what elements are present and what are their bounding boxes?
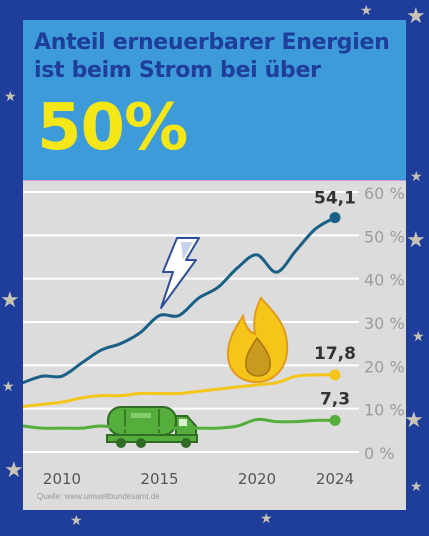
chart-series [23, 212, 341, 430]
heat-series-line [23, 373, 337, 408]
star-decoration: ★ [70, 513, 83, 529]
x-tick-label: 2015 [140, 470, 178, 488]
star-decoration: ★ [410, 169, 423, 185]
y-tick-label: 20 % [364, 357, 405, 376]
star-decoration: ★ [0, 288, 20, 313]
series-end-label: 54,1 [314, 189, 356, 209]
y-tick-label: 60 % [364, 184, 405, 203]
chart-grid [23, 191, 359, 453]
series-end-label: 17,8 [314, 344, 356, 364]
star-decoration: ★ [260, 511, 273, 527]
star-decoration: ★ [406, 228, 426, 253]
big-value: 50% [37, 91, 188, 165]
series-end-label: 7,3 [320, 389, 350, 409]
star-decoration: ★ [410, 479, 423, 495]
star-decoration: ★ [2, 379, 15, 395]
star-decoration: ★ [4, 458, 24, 483]
y-tick-label: 10 % [364, 401, 405, 420]
star-decoration: ★ [406, 4, 426, 29]
flame-icon [226, 296, 289, 384]
chart-labels: 0 % 10 % 20 % 30 % 40 % 50 % 60 % 2010 2015 2020 2… [43, 184, 405, 488]
x-tick-label: 2024 [316, 470, 354, 488]
electricity-series-line [23, 216, 337, 385]
series-end-marker [329, 414, 341, 426]
star-decoration: ★ [4, 89, 17, 105]
headline-line-1: Anteil erneuerbarer Energien [34, 30, 390, 55]
y-tick-label: 30 % [364, 314, 405, 333]
star-decoration: ★ [404, 408, 424, 433]
lightning-icon [160, 237, 200, 309]
y-tick-label: 40 % [364, 271, 405, 290]
headline-line-2: ist beim Strom bei über [34, 58, 321, 83]
headline: Anteil erneuerbarer Energien ist beim St… [34, 29, 404, 85]
series-end-marker [329, 212, 341, 224]
source-note: Quelle: www.umweltbundesamt.de [37, 492, 160, 501]
infographic-card: Anteil erneuerbarer Energien ist beim St… [23, 20, 406, 510]
chart-icons [106, 237, 289, 448]
star-decoration: ★ [360, 3, 373, 19]
header-panel: Anteil erneuerbarer Energien ist beim St… [23, 20, 406, 181]
line-chart: 0 % 10 % 20 % 30 % 40 % 50 % 60 % 2010 2015 2020 2… [23, 184, 405, 488]
series-end-marker [329, 369, 341, 381]
y-tick-label: 0 % [364, 444, 394, 463]
x-tick-label: 2020 [238, 470, 276, 488]
x-tick-label: 2010 [43, 470, 81, 488]
transport-series-line [23, 417, 337, 430]
y-tick-label: 50 % [364, 227, 405, 246]
star-decoration: ★ [412, 329, 425, 345]
